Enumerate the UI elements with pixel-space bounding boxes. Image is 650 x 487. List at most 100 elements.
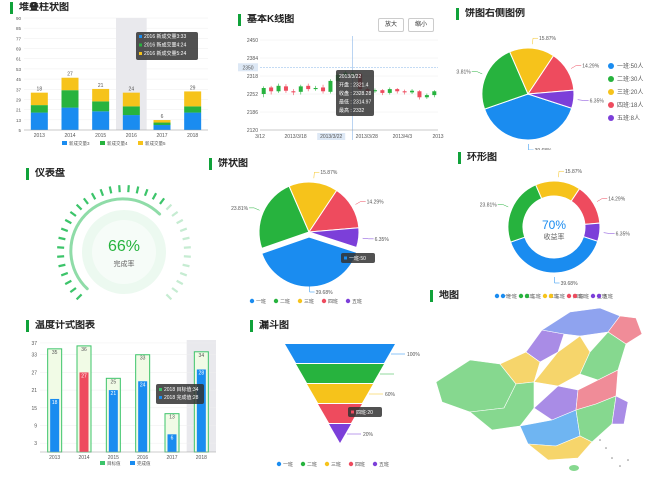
- candle-body[interactable]: [298, 86, 303, 92]
- pie-slice[interactable]: [570, 188, 601, 225]
- stacked-bar-chart[interactable]: 5 13 21 29 37 45 53 61 69 77 85 90 18 2013 27 2014 21 201…: [10, 2, 216, 152]
- candle-body[interactable]: [313, 88, 318, 90]
- legend-label: 新成交量5: [145, 140, 166, 147]
- candle-body[interactable]: [283, 86, 288, 91]
- bar-segment[interactable]: [30, 92, 48, 106]
- zoom-out-button[interactable]: 缩小: [408, 18, 434, 32]
- candle-body[interactable]: [424, 95, 429, 98]
- bar-segment[interactable]: [30, 112, 48, 130]
- pie-slice[interactable]: [258, 185, 310, 250]
- actual-bar[interactable]: [108, 390, 118, 452]
- actual-bar[interactable]: [79, 372, 89, 452]
- candle-body[interactable]: [395, 89, 400, 92]
- target-label: 25: [111, 379, 117, 385]
- map-region[interactable]: [611, 395, 629, 425]
- candle-body[interactable]: [261, 88, 266, 94]
- map-title: 地图: [430, 290, 459, 302]
- tooltip-dot: [351, 410, 354, 414]
- bar-segment[interactable]: [184, 106, 202, 113]
- bar-segment[interactable]: [61, 90, 79, 108]
- pie-slice[interactable]: [288, 181, 338, 234]
- candle-body[interactable]: [380, 90, 385, 93]
- candle-body[interactable]: [291, 91, 296, 93]
- bar-segment[interactable]: [184, 91, 202, 107]
- funnel-stage[interactable]: [296, 364, 384, 383]
- bar-segment[interactable]: [122, 106, 140, 116]
- zoom-in-button[interactable]: 放大: [378, 18, 404, 32]
- y-tick-label: 69: [16, 47, 22, 52]
- candle-body[interactable]: [328, 80, 333, 92]
- y-tick-label: 90: [16, 16, 22, 21]
- map-chart[interactable]: 一班 二班 三班 四班 五班: [430, 290, 648, 476]
- candle-body[interactable]: [417, 91, 422, 98]
- target-label: 35: [52, 350, 58, 356]
- pie-slice[interactable]: [308, 227, 360, 249]
- funnel-stage[interactable]: [329, 424, 351, 443]
- bar-segment[interactable]: [184, 112, 202, 130]
- candle-body[interactable]: [269, 87, 274, 92]
- pie-slice[interactable]: [582, 222, 601, 242]
- candle-body[interactable]: [372, 90, 377, 92]
- map-region[interactable]: [499, 351, 541, 385]
- thermo-title: 温度计式图表: [26, 320, 95, 332]
- y-tick-label: 2318: [247, 74, 258, 80]
- pie-chart[interactable]: 39.68% 23.81% 15.87% 14.29% 6.35% 一班 二班 三班 四班 五班 一…: [209, 158, 427, 310]
- bar-segment[interactable]: [92, 101, 110, 112]
- x-tick-label: 2013: [34, 133, 45, 139]
- pie-slice[interactable]: [481, 51, 529, 110]
- ring-chart[interactable]: 39.68% 23.81% 15.87% 14.29% 6.35% 一班 二班 三班 四班 五班: [458, 152, 650, 304]
- candle-body[interactable]: [321, 87, 326, 92]
- candle-body[interactable]: [306, 85, 311, 90]
- gauge-chart[interactable]: [26, 168, 210, 318]
- funnel-stage[interactable]: [307, 384, 373, 403]
- funnel-chart[interactable]: 100% 60% 20% 四班:20 一班 二班 三班 四班 五班: [250, 320, 422, 472]
- map-region[interactable]: [607, 315, 643, 345]
- candle-body[interactable]: [387, 89, 392, 93]
- bar-segment[interactable]: [122, 92, 140, 107]
- pie-slice[interactable]: [509, 47, 555, 96]
- actual-bar[interactable]: [50, 398, 60, 452]
- gauge-tick: [69, 210, 77, 217]
- legend-label: 四班: [579, 293, 589, 300]
- tooltip-box: [336, 70, 374, 116]
- candle-body[interactable]: [402, 91, 407, 93]
- pie-slice[interactable]: [483, 93, 573, 141]
- pie-slice[interactable]: [509, 235, 599, 274]
- map-region[interactable]: [469, 381, 535, 431]
- bar-segment[interactable]: [153, 125, 171, 130]
- candle-body[interactable]: [276, 85, 281, 92]
- actual-bar[interactable]: [167, 434, 177, 452]
- candle-body[interactable]: [432, 91, 437, 96]
- gauge-tick: [60, 227, 69, 233]
- funnel-stage[interactable]: [285, 344, 395, 363]
- legend-label: 一班: [256, 298, 266, 305]
- bar-segment[interactable]: [61, 77, 79, 91]
- map-region[interactable]: [527, 435, 593, 461]
- tooltip-line: 2016 新成交量5:24: [144, 50, 186, 57]
- legend-label: 四班:18人: [617, 101, 643, 109]
- actual-bar[interactable]: [196, 369, 206, 452]
- bar-segment[interactable]: [92, 111, 110, 130]
- slice-label: 15.87%: [565, 169, 583, 175]
- x-highlight-box: [317, 133, 346, 140]
- kline-chart[interactable]: 2450 2384 2318 2252 2186 2120 2350 3/12 2013/3/1…: [238, 14, 444, 164]
- legend-swatch: [100, 141, 105, 145]
- y-tick-label: 21: [31, 388, 37, 394]
- pie-right-chart[interactable]: 39.68% 23.81% 15.87% 14.29% 6.35% 一班:50人二班:30…: [456, 8, 650, 150]
- legend-dot: [297, 298, 303, 304]
- gauge-tick: [159, 197, 166, 205]
- pie-slice[interactable]: [527, 89, 575, 109]
- bar-segment[interactable]: [61, 107, 79, 130]
- map-region[interactable]: [525, 329, 565, 363]
- bar-segment[interactable]: [92, 88, 110, 102]
- candle-body[interactable]: [410, 90, 415, 93]
- bar-segment[interactable]: [153, 120, 171, 123]
- x-tick-label: 2018: [187, 133, 198, 139]
- thermo-chart[interactable]: 3 9 15 21 27 33 37 35 18 2013 36 27 2014 25 21 2015 33 24…: [26, 320, 222, 472]
- bar-total-label: 29: [190, 85, 196, 91]
- bar-segment[interactable]: [30, 105, 48, 113]
- bar-segment[interactable]: [153, 122, 171, 126]
- legend-label: 三班: [549, 293, 559, 300]
- actual-bar[interactable]: [138, 381, 148, 452]
- bar-segment[interactable]: [122, 115, 140, 130]
